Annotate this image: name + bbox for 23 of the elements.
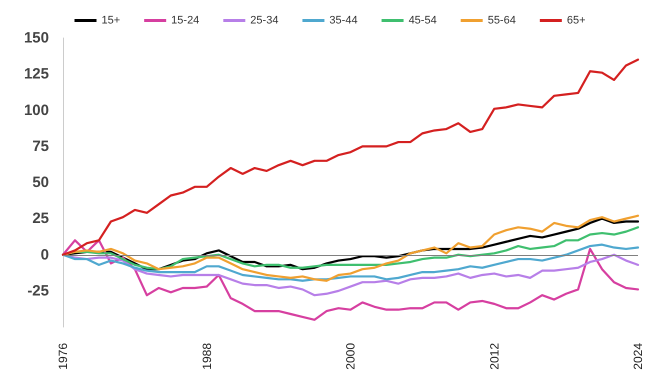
x-tick-label: 2012 (487, 342, 502, 370)
y-tick-label: 150 (24, 30, 49, 46)
legend-label: 15-24 (171, 14, 200, 26)
y-tick-label: 75 (32, 138, 49, 155)
legend-label: 35-44 (329, 14, 358, 26)
legend-label: 45-54 (408, 14, 437, 26)
y-tick-label: 100 (24, 102, 49, 119)
legend-label: 55-64 (488, 14, 516, 26)
y-tick-label: 0 (40, 246, 49, 264)
y-tick-label: 25 (32, 210, 49, 228)
line-series (62, 239, 640, 321)
y-tick-label: 125 (24, 66, 49, 83)
legend-label: 65+ (566, 14, 586, 26)
y-tick-label: -25 (27, 282, 49, 300)
x-tick-label: 2024 (631, 342, 645, 370)
legend-label: 25-34 (250, 14, 278, 26)
legend-label: 15+ (102, 14, 120, 26)
x-tick-label: 1988 (200, 342, 214, 370)
y-tick-label: 50 (32, 174, 49, 191)
line-series (62, 58, 640, 256)
line-series (62, 244, 640, 282)
x-tick-label: 1976 (56, 342, 70, 370)
x-tick-label: 2000 (344, 342, 358, 370)
